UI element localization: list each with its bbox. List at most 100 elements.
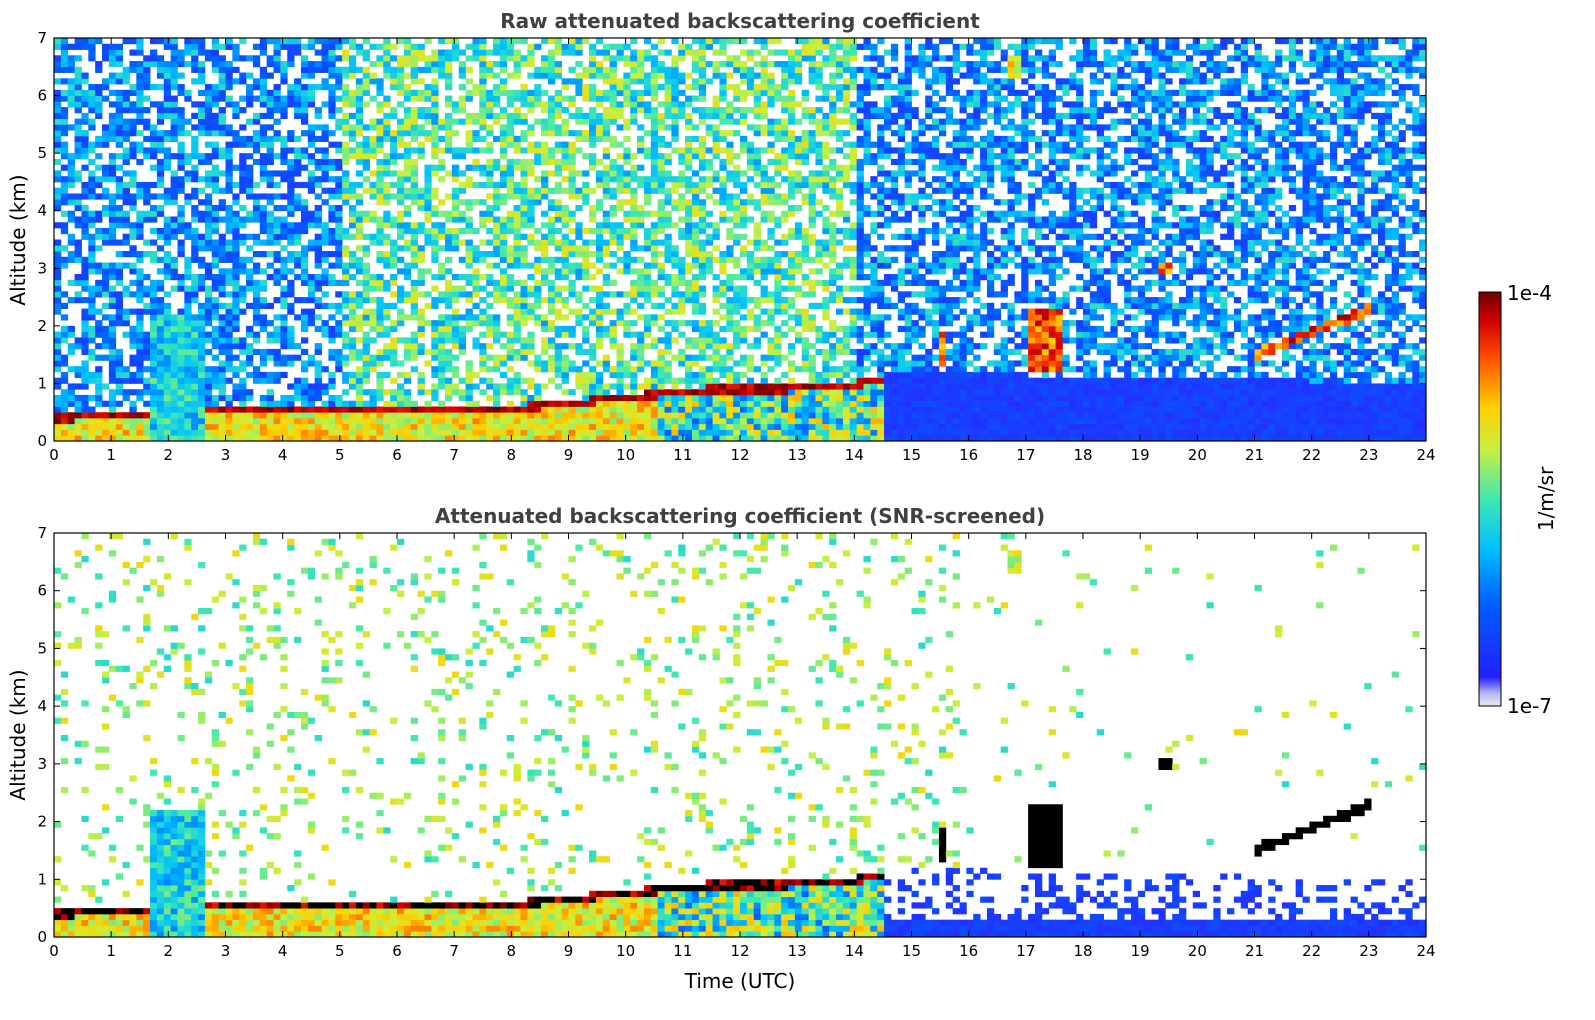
heatmap-cell <box>630 412 638 419</box>
heatmap-cell <box>609 176 617 183</box>
heatmap-cell <box>225 61 233 68</box>
heatmap-cell <box>733 222 741 229</box>
heatmap-cell <box>616 204 624 212</box>
heatmap-cell <box>184 302 192 309</box>
heatmap-cell <box>691 291 700 298</box>
heatmap-cell <box>321 251 329 258</box>
heatmap-cell <box>300 84 309 91</box>
heatmap-cell <box>438 343 446 350</box>
heatmap-cell <box>657 187 665 194</box>
heatmap-cell <box>122 233 130 240</box>
heatmap-cell <box>102 262 110 269</box>
heatmap-cell <box>438 314 446 321</box>
heatmap-cell <box>712 406 720 413</box>
heatmap-cell <box>733 308 741 315</box>
heatmap-cell <box>451 147 460 154</box>
heatmap-cell <box>486 210 494 217</box>
heatmap-cell <box>307 170 316 177</box>
heatmap-cell <box>740 78 748 85</box>
heatmap-cell <box>616 245 624 252</box>
heatmap-cell <box>691 435 700 442</box>
heatmap-cell <box>568 285 576 292</box>
heatmap-cell <box>307 389 316 396</box>
heatmap-cell <box>362 406 370 413</box>
heatmap-cell <box>705 383 713 390</box>
heatmap-cell <box>506 193 515 200</box>
heatmap-cell <box>740 325 748 333</box>
heatmap-cell <box>486 89 494 96</box>
heatmap-cell <box>616 153 624 160</box>
heatmap-cell <box>534 72 542 79</box>
heatmap-cell <box>328 331 336 338</box>
heatmap-cell <box>458 337 466 344</box>
heatmap-cell <box>664 78 672 85</box>
heatmap-cell <box>541 158 549 166</box>
heatmap-cell <box>602 406 611 413</box>
heatmap-cell <box>321 227 329 235</box>
heatmap-cell <box>753 61 761 68</box>
heatmap-cell <box>81 78 89 85</box>
heatmap-cell <box>177 279 185 286</box>
heatmap-cell <box>74 423 82 430</box>
heatmap-cell <box>355 233 364 240</box>
heatmap-cell <box>643 406 652 413</box>
heatmap-cell <box>225 147 233 154</box>
heatmap-cell <box>307 245 316 252</box>
heatmap-cell <box>218 343 226 350</box>
heatmap-cell <box>390 153 398 160</box>
heatmap-cell <box>465 239 473 246</box>
heatmap-cell <box>465 274 473 281</box>
heatmap-cell <box>170 38 178 45</box>
heatmap-cell <box>218 78 226 85</box>
heatmap-cell <box>506 256 515 263</box>
heatmap-cell <box>630 377 638 384</box>
heatmap-cell <box>733 406 741 413</box>
heatmap-cell <box>733 193 741 200</box>
heatmap-cell <box>595 297 604 304</box>
heatmap-cell <box>376 239 384 246</box>
heatmap-cell <box>81 262 89 269</box>
heatmap-cell <box>156 377 165 384</box>
heatmap-cell <box>561 360 569 367</box>
heatmap-cell <box>335 239 343 246</box>
heatmap-cell <box>506 348 515 356</box>
heatmap-cell <box>74 89 82 96</box>
heatmap-cell <box>355 337 364 344</box>
heatmap-cell <box>184 337 192 344</box>
heatmap-cell <box>328 89 336 96</box>
heatmap-cell <box>95 291 103 298</box>
heatmap-cell <box>527 204 535 212</box>
heatmap-cell <box>383 256 391 263</box>
heatmap-cell <box>534 314 542 321</box>
heatmap-cell <box>177 377 185 384</box>
heatmap-cell <box>369 412 377 419</box>
heatmap-cell <box>335 325 343 333</box>
heatmap-cell <box>300 147 309 154</box>
heatmap-cell <box>445 423 453 430</box>
heatmap-cell <box>438 297 446 304</box>
heatmap-cell <box>445 279 453 286</box>
heatmap-cell <box>458 107 466 114</box>
heatmap-cell <box>678 394 686 402</box>
heatmap-cell <box>280 193 288 200</box>
heatmap-cell <box>397 320 405 327</box>
heatmap-cell <box>348 320 357 327</box>
heatmap-cell <box>623 147 631 154</box>
heatmap-cell <box>685 417 693 425</box>
heatmap-cell <box>383 239 391 246</box>
heatmap-cell <box>486 124 494 131</box>
heatmap-cell <box>438 320 446 327</box>
heatmap-cell <box>54 158 62 166</box>
heatmap-cell <box>650 118 659 125</box>
heatmap-cell <box>314 210 322 217</box>
heatmap-cell <box>595 130 604 137</box>
heatmap-cell <box>369 239 377 246</box>
heatmap-cell <box>630 371 638 379</box>
heatmap-cell <box>177 400 185 407</box>
heatmap-cell <box>60 262 69 269</box>
heatmap-cell <box>362 66 370 73</box>
heatmap-cell <box>355 107 364 114</box>
heatmap-cell <box>431 112 439 119</box>
heatmap-cell <box>376 302 384 309</box>
heatmap-cell <box>362 164 370 171</box>
